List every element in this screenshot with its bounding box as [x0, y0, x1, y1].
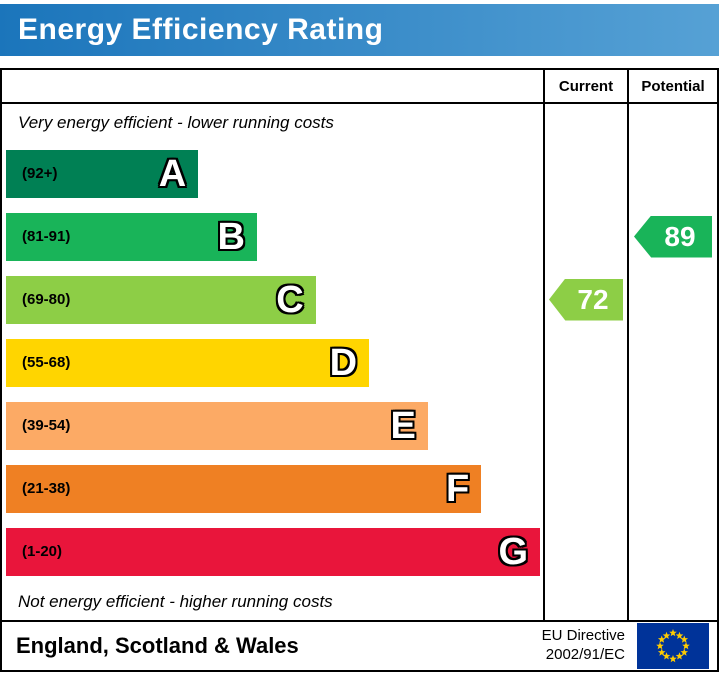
- band-letter-b: B: [217, 215, 245, 258]
- band-letter-c: C: [276, 278, 304, 321]
- current-cell: [543, 104, 627, 142]
- current-cell: [543, 394, 627, 457]
- column-header-row: Current Potential: [2, 70, 717, 104]
- band-row-c: (69-80) C 72: [2, 268, 717, 331]
- band-row-a: (92+) A: [2, 142, 717, 205]
- band-letter-f: F: [446, 467, 470, 510]
- potential-cell: [627, 331, 717, 394]
- current-column-header: Current: [543, 70, 627, 102]
- band-range-b: (81-91): [22, 228, 71, 245]
- eu-directive-line1: EU Directive: [541, 627, 625, 645]
- eu-directive-label: EU Directive 2002/91/EC: [542, 627, 625, 665]
- band-bar-a: (92+) A: [6, 149, 199, 198]
- band-range-g: (1-20): [22, 543, 63, 560]
- band-letter-g: G: [498, 530, 528, 573]
- band-letter-a: A: [158, 152, 187, 195]
- potential-cell: [627, 104, 717, 142]
- eu-directive-line2: 2002/91/EC: [545, 646, 625, 663]
- band-range-e: (39-54): [22, 417, 71, 434]
- potential-column-header: Potential: [627, 70, 717, 102]
- potential-cell: [627, 583, 717, 620]
- bottom-note: Not energy efficient - higher running co…: [18, 591, 333, 611]
- band-row-g: (1-20) G: [2, 520, 717, 583]
- current-cell: [543, 142, 627, 205]
- potential-cell: [627, 142, 717, 205]
- current-cell: [543, 583, 627, 620]
- band-range-c: (69-80): [22, 291, 71, 308]
- current-cell: [543, 331, 627, 394]
- eu-flag-icon: [637, 623, 709, 669]
- page-title: Energy Efficiency Rating: [18, 13, 384, 46]
- top-note-row: Very energy efficient - lower running co…: [2, 104, 717, 142]
- potential-pointer: 89: [634, 215, 712, 258]
- band-row-f: (21-38) F: [2, 457, 717, 520]
- potential-value: 89: [664, 220, 696, 252]
- band-bar-c: (69-80) C: [6, 275, 316, 324]
- bottom-note-row: Not energy efficient - higher running co…: [2, 583, 717, 620]
- band-bar-f: (21-38) F: [6, 464, 482, 513]
- potential-cell: 89: [627, 205, 717, 268]
- band-bar-d: (55-68) D: [6, 338, 370, 387]
- band-bar-b: (81-91) B: [6, 212, 257, 261]
- band-letter-d: D: [329, 341, 358, 384]
- band-range-a: (92+): [22, 165, 58, 182]
- band-letter-e: E: [390, 404, 416, 447]
- current-cell: [543, 205, 627, 268]
- current-cell: 72: [543, 268, 627, 331]
- potential-cell: [627, 268, 717, 331]
- band-range-f: (21-38): [22, 480, 71, 497]
- potential-cell: [627, 520, 717, 583]
- band-bar-g: (1-20) G: [6, 527, 540, 576]
- current-cell: [543, 457, 627, 520]
- potential-cell: [627, 394, 717, 457]
- energy-rating-chart: Current Potential Very energy efficient …: [0, 68, 719, 622]
- region-label: England, Scotland & Wales: [16, 633, 299, 658]
- header-banner: Energy Efficiency Rating: [0, 4, 719, 56]
- band-row-d: (55-68) D: [2, 331, 717, 394]
- current-cell: [543, 520, 627, 583]
- current-pointer: 72: [549, 278, 623, 321]
- footer: England, Scotland & Wales EU Directive 2…: [0, 620, 719, 672]
- potential-cell: [627, 457, 717, 520]
- band-row-b: (81-91) B 89: [2, 205, 717, 268]
- band-bar-e: (39-54) E: [6, 401, 428, 450]
- band-range-d: (55-68): [22, 354, 71, 371]
- top-note: Very energy efficient - lower running co…: [18, 113, 334, 132]
- current-value: 72: [577, 283, 609, 315]
- header-spacer: [2, 70, 543, 102]
- band-row-e: (39-54) E: [2, 394, 717, 457]
